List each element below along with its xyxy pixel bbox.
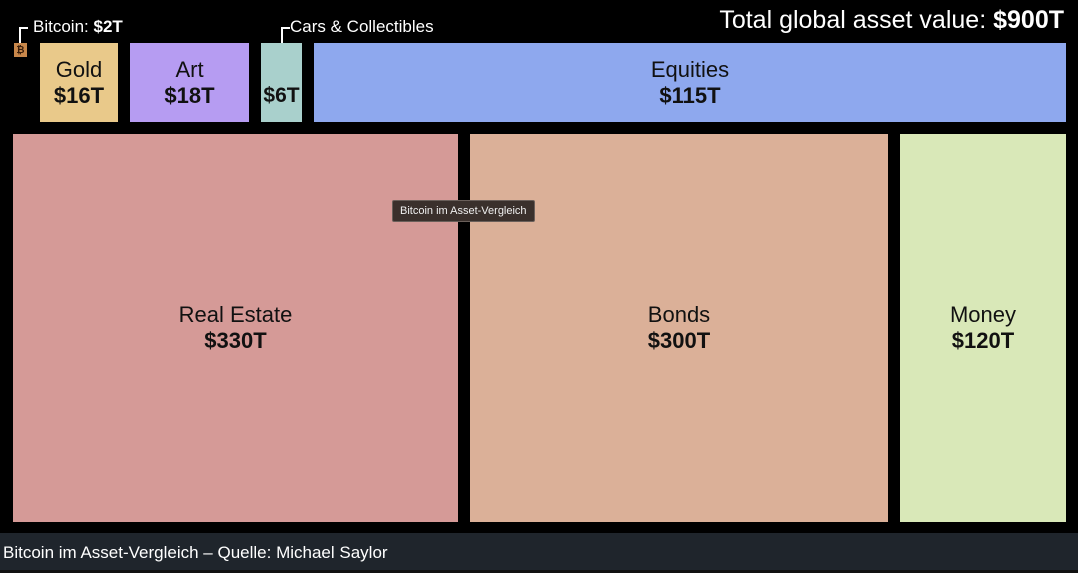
tile-gold-value: $16T: [53, 82, 105, 108]
tile-bonds-value: $300T: [647, 328, 711, 353]
tile-equities-value: $115T: [659, 82, 721, 108]
tile-art-name: Art: [175, 56, 204, 82]
bitcoin-icon: ₿: [14, 43, 27, 57]
total-title: Total global asset value: $900T: [719, 6, 1064, 35]
total-title-prefix: Total global asset value:: [719, 6, 987, 34]
tile-money-value: $120T: [951, 328, 1015, 353]
image-caption: Bitcoin im Asset-Vergleich – Quelle: Mic…: [0, 533, 1078, 570]
tile-cars-value: $6T: [263, 83, 300, 107]
bitcoin-callout-name: Bitcoin:: [33, 17, 89, 36]
tile-gold-name: Gold: [55, 56, 103, 82]
bitcoin-callout: Bitcoin: $2T: [33, 17, 123, 37]
tile-bonds: Bonds $300T: [470, 134, 888, 522]
image-tooltip: Bitcoin im Asset-Vergleich: [392, 200, 535, 222]
tile-art: Art $18T: [130, 43, 249, 122]
cars-callout-bracket: [281, 27, 290, 43]
tile-real-estate-value: $330T: [204, 328, 267, 353]
tile-real-estate-name: Real Estate: [178, 302, 293, 327]
tile-gold: Gold $16T: [40, 43, 118, 122]
tile-equities: Equities $115T: [314, 43, 1066, 122]
tile-real-estate: Real Estate $330T: [13, 134, 458, 522]
tile-art-value: $18T: [164, 82, 215, 108]
total-title-value: $900T: [993, 6, 1064, 34]
tile-equities-name: Equities: [650, 56, 730, 82]
tile-money-name: Money: [949, 302, 1017, 327]
bitcoin-callout-value: $2T: [93, 17, 123, 36]
tile-bonds-name: Bonds: [647, 302, 711, 327]
tile-money: Money $120T: [900, 134, 1066, 522]
bitcoin-callout-bracket: [19, 27, 28, 43]
tile-cars: $6T: [261, 43, 302, 122]
cars-callout: Cars & Collectibles: [290, 17, 434, 36]
treemap-figure: Total global asset value: $900T Bitcoin:…: [0, 0, 1078, 533]
